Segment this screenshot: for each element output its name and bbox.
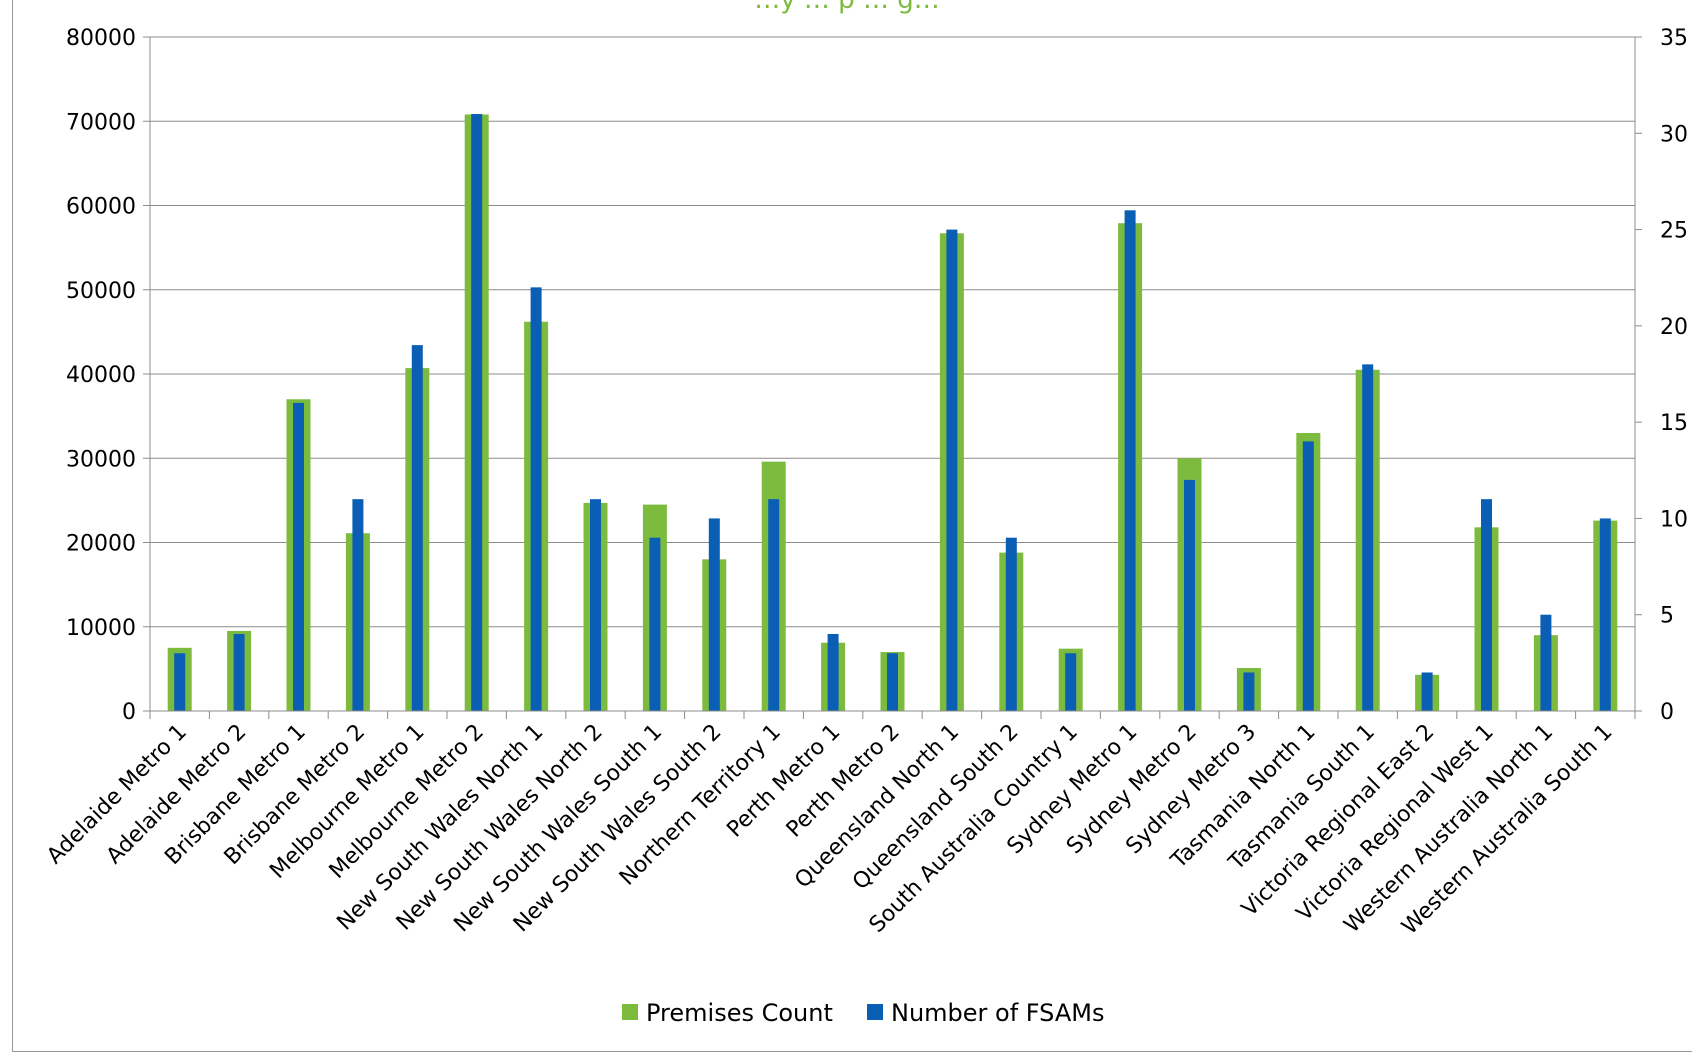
bar-number-of-fsams [233, 633, 245, 711]
right-tick-label: 0 [1660, 700, 1674, 725]
right-axis-ticks: 0 5 10 15 20 25 30 35 [1635, 26, 1688, 725]
bar-number-of-fsams [530, 287, 542, 711]
bar-number-of-fsams [1599, 518, 1611, 711]
chart-frame [12, 0, 1692, 1052]
legend: Premises Count Number of FSAMs [622, 999, 1105, 1027]
bar-number-of-fsams [946, 229, 958, 712]
right-tick-label: 20 [1660, 315, 1688, 340]
bar-number-of-fsams [1421, 672, 1433, 711]
right-tick-label: 15 [1660, 411, 1688, 436]
bar-number-of-fsams [471, 114, 483, 712]
bar-number-of-fsams [887, 653, 898, 711]
left-tick-label: 50000 [66, 279, 136, 304]
bar-number-of-fsams [1540, 614, 1552, 711]
bar-number-of-fsams [411, 345, 423, 711]
right-tick-label: 30 [1660, 122, 1688, 147]
right-tick-label: 35 [1660, 26, 1688, 51]
right-tick-label: 25 [1660, 219, 1688, 244]
bar-number-of-fsams [708, 518, 720, 711]
bar-number-of-fsams [1005, 537, 1017, 711]
left-tick-label: 20000 [66, 532, 136, 557]
left-tick-label: 10000 [66, 616, 136, 641]
bar-number-of-fsams [768, 499, 780, 711]
left-tick-label: 40000 [66, 363, 136, 388]
left-axis-ticks: 0 10000 20000 30000 40000 50000 60000 70000 8000… [66, 26, 150, 725]
bar-number-of-fsams [293, 402, 304, 711]
axes-layer [149, 37, 1636, 719]
legend-label-premises-count: Premises Count [646, 999, 833, 1027]
grid-lines [150, 36, 1635, 712]
right-tick-label: 5 [1660, 604, 1674, 629]
left-tick-label: 0 [122, 700, 136, 725]
bars-layer [167, 114, 1618, 712]
right-tick-label: 10 [1660, 507, 1688, 532]
chart-title: …y … p … g… [754, 0, 939, 15]
left-tick-label: 60000 [66, 195, 136, 220]
bar-number-of-fsams [590, 499, 601, 711]
left-tick-label: 30000 [66, 447, 136, 472]
bar-number-of-fsams [1065, 653, 1077, 711]
bar-number-of-fsams [1243, 672, 1255, 711]
bar-number-of-fsams [649, 537, 661, 711]
bar-number-of-fsams [1481, 499, 1492, 711]
left-tick-label: 70000 [66, 110, 136, 135]
bar-number-of-fsams [1184, 479, 1195, 711]
bar-number-of-fsams [1302, 441, 1314, 711]
legend-swatch-premises-count [622, 1004, 638, 1020]
bar-number-of-fsams [1362, 364, 1374, 711]
bar-number-of-fsams [174, 653, 186, 711]
bar-number-of-fsams [1124, 210, 1136, 712]
left-tick-label: 80000 [66, 26, 136, 51]
legend-label-number-of-fsams: Number of FSAMs [891, 999, 1105, 1027]
bar-number-of-fsams [352, 499, 364, 711]
legend-swatch-number-of-fsams [867, 1004, 883, 1020]
bar-number-of-fsams [827, 633, 839, 711]
